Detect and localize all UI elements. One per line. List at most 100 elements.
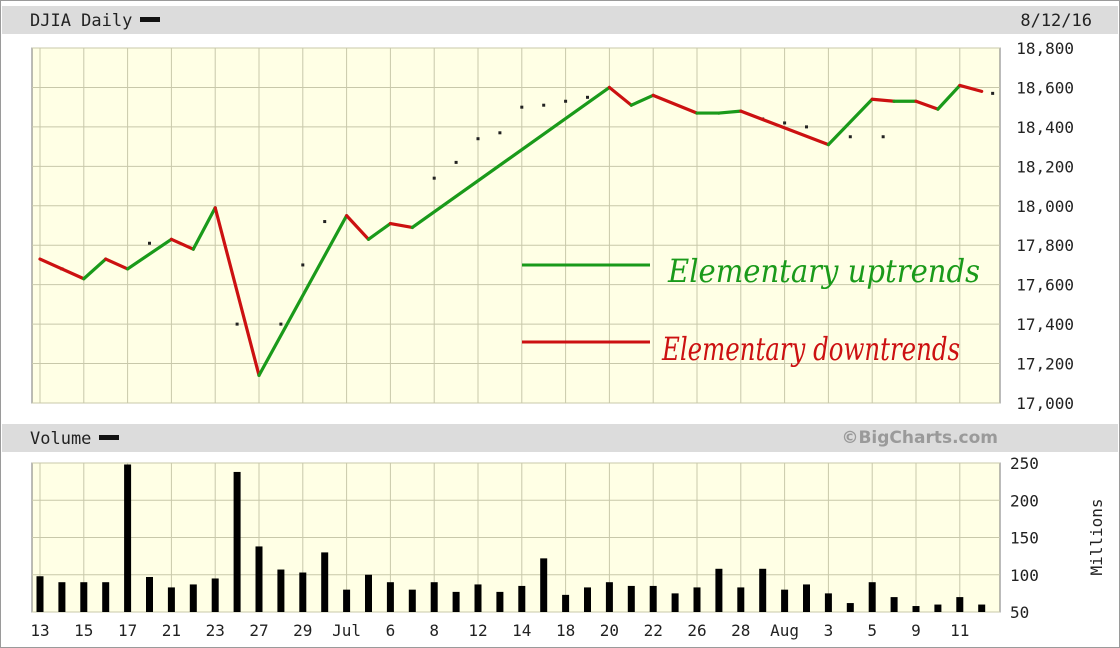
volume-tick-label: 200 xyxy=(1010,491,1039,510)
volume-bar xyxy=(978,604,986,612)
uptrend-segment xyxy=(717,109,743,115)
price-tick-label: 17,400 xyxy=(1016,315,1074,334)
uptrend-segment xyxy=(191,206,217,251)
volume-bar xyxy=(80,582,88,612)
volume-bar xyxy=(693,587,701,612)
volume-bar xyxy=(781,589,789,612)
price-tick-label: 17,800 xyxy=(1016,236,1074,255)
price-dot xyxy=(542,103,546,107)
price-dot xyxy=(235,322,239,326)
volume-bar xyxy=(759,568,767,612)
volume-bar xyxy=(321,552,329,612)
volume-bar xyxy=(868,582,876,612)
volume-bar xyxy=(518,585,526,612)
price-dot xyxy=(991,91,995,95)
volume-bar xyxy=(562,594,570,612)
price-header-strip: DJIA Daily 8/12/16 xyxy=(2,6,1118,34)
chart-title: DJIA Daily xyxy=(30,11,161,31)
x-tick-label: Jul xyxy=(332,621,361,640)
uptrend-legend-label: Elementary uptrends xyxy=(667,252,980,290)
volume-bar xyxy=(540,558,548,612)
uptrend-segment xyxy=(629,93,655,107)
uptrend-segment xyxy=(82,257,108,281)
volume-bar xyxy=(146,576,153,612)
price-tick-label: 17,600 xyxy=(1016,276,1074,295)
downtrend-segment xyxy=(607,85,633,107)
uptrend-segment xyxy=(366,221,392,241)
volume-bar xyxy=(365,574,372,612)
price-dot xyxy=(564,99,568,103)
volume-tick-label: 150 xyxy=(1010,529,1039,548)
price-dot xyxy=(881,135,885,139)
price-tick-label: 18,400 xyxy=(1016,118,1074,137)
downtrend-segment xyxy=(914,99,940,111)
price-dot xyxy=(498,131,502,135)
volume-bar xyxy=(474,584,482,612)
uptrend-segment xyxy=(257,214,349,377)
uptrend-segment xyxy=(410,85,612,230)
downtrend-segment xyxy=(213,206,261,377)
downtrend-legend-label: Elementary downtrends xyxy=(661,330,960,368)
uptrend-segment xyxy=(936,83,962,111)
volume-bar xyxy=(102,582,110,612)
x-tick-label: 9 xyxy=(911,621,921,640)
x-tick-label: 23 xyxy=(206,621,225,640)
x-tick-label: 13 xyxy=(30,621,49,640)
price-dot xyxy=(783,121,787,125)
volume-tick-label: 50 xyxy=(1010,603,1029,622)
uptrend-segment xyxy=(125,237,173,271)
volume-bar xyxy=(649,585,657,612)
volume-bar xyxy=(277,569,285,612)
price-tick-label: 18,000 xyxy=(1016,197,1074,216)
volume-bar xyxy=(584,587,591,612)
downtrend-segment xyxy=(739,109,831,147)
downtrend-segment xyxy=(38,257,86,281)
x-tick-label: 6 xyxy=(386,621,396,640)
x-tick-label: 5 xyxy=(867,621,877,640)
price-plot-area xyxy=(31,47,1001,404)
x-tick-label: 8 xyxy=(429,621,439,640)
price-dot xyxy=(476,137,480,141)
x-tick-label: 17 xyxy=(118,621,137,640)
volume-bar xyxy=(912,606,920,612)
volume-bar xyxy=(408,589,416,612)
price-dot xyxy=(805,125,808,129)
volume-bar xyxy=(167,587,175,612)
price-tick-label: 17,200 xyxy=(1016,355,1074,374)
price-dot xyxy=(301,263,305,267)
price-plot: 17,000 17,200 17,400 17,600 17,800 18,000 18,2… xyxy=(31,39,1074,413)
downtrend-segment xyxy=(388,221,414,230)
volume-bar xyxy=(934,604,942,612)
downtrend-segment xyxy=(870,97,896,103)
price-tick-label: 17,000 xyxy=(1016,394,1074,413)
volume-bar xyxy=(386,582,394,612)
x-tick-label: 29 xyxy=(293,621,312,640)
volume-bar xyxy=(496,591,504,612)
volume-bar xyxy=(605,582,613,612)
x-tick-label: 3 xyxy=(824,621,834,640)
volume-header-strip: Volume ©BigCharts.com xyxy=(2,424,1118,452)
x-tick-label: 26 xyxy=(687,621,706,640)
volume-title: Volume xyxy=(30,429,120,449)
volume-dash-icon xyxy=(99,434,120,440)
volume-bar xyxy=(124,464,132,612)
price-dot xyxy=(454,160,458,164)
volume-bar xyxy=(671,593,679,612)
price-tick-label: 18,200 xyxy=(1016,157,1074,176)
downtrend-segment xyxy=(104,257,130,271)
volume-bar xyxy=(824,593,832,612)
volume-axis-label: Millions xyxy=(1087,498,1106,575)
price-dot xyxy=(520,105,524,109)
price-dot xyxy=(279,322,283,326)
volume-bar xyxy=(846,603,854,612)
volume-bar xyxy=(58,582,66,612)
x-tick-label: 11 xyxy=(950,621,969,640)
price-dot xyxy=(432,176,436,180)
x-tick-label: 18 xyxy=(556,621,575,640)
volume-tick-label: 100 xyxy=(1010,566,1039,585)
x-tick-label: 28 xyxy=(731,621,750,640)
x-tick-label: 14 xyxy=(512,621,531,640)
volume-bar xyxy=(890,597,898,612)
volume-bar xyxy=(36,576,44,612)
